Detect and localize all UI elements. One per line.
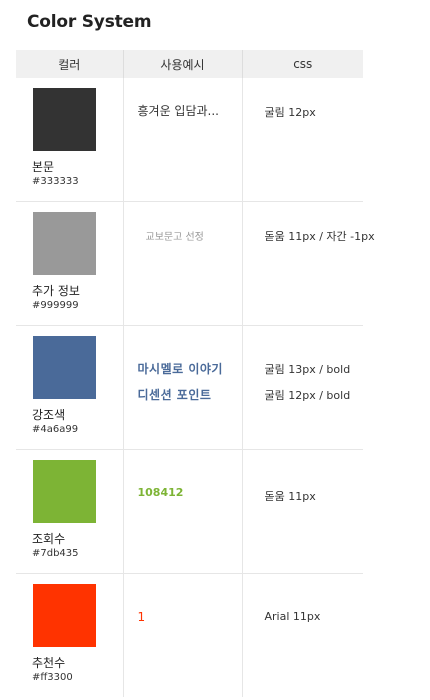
table-header-row: 컬러 사용예시 css <box>16 50 363 78</box>
usage-cell: 교보문고 선정 <box>123 201 243 326</box>
color-name: 추가 정보 <box>32 284 80 298</box>
color-name: 조회수 <box>32 532 66 546</box>
usage-cell: 마시멜로 이야기 디센션 포인트 <box>123 325 243 450</box>
page-title: Color System <box>27 12 152 32</box>
usage-example: 흥겨운 입담과... <box>137 104 220 118</box>
css-cell: 돋움 11px <box>242 449 363 574</box>
usage-example: 108412 <box>137 486 184 499</box>
color-swatch <box>33 212 96 275</box>
color-hex: #999999 <box>32 300 79 311</box>
header-css: css <box>242 50 363 78</box>
usage-cell: 흥겨운 입담과... <box>123 78 243 202</box>
usage-example: 마시멜로 이야기 <box>137 362 223 376</box>
css-cell: 굴림 13px / bold 굴림 12px / bold <box>242 325 363 450</box>
header-color: 컬러 <box>16 50 124 78</box>
color-hex: #ff3300 <box>32 672 73 683</box>
color-hex: #4a6a99 <box>32 424 79 435</box>
color-hex: #7db435 <box>32 548 79 559</box>
table-row: 조회수 #7db435 108412 돋움 11px <box>16 449 363 574</box>
usage-cell: 108412 <box>123 449 243 574</box>
color-hex: #333333 <box>32 176 79 187</box>
usage-cell: 1 <box>123 573 243 697</box>
color-swatch <box>33 336 96 399</box>
color-swatch <box>33 584 96 647</box>
table-row: 본문 #333333 흥겨운 입담과... 굴림 12px <box>16 78 363 202</box>
css-spec: 돋움 11px <box>264 490 316 503</box>
css-spec: Arial 11px <box>264 610 321 623</box>
color-name: 본문 <box>32 160 55 174</box>
css-spec: 굴림 12px / bold <box>264 389 351 402</box>
color-cell: 조회수 #7db435 <box>16 449 124 574</box>
table-row: 추가 정보 #999999 교보문고 선정 돋움 11px / 자간 -1px <box>16 201 375 326</box>
color-name: 강조색 <box>32 408 66 422</box>
usage-example: 1 <box>137 610 146 624</box>
css-cell: 굴림 12px <box>242 78 363 202</box>
color-swatch <box>33 88 96 151</box>
usage-example: 디센션 포인트 <box>137 388 212 402</box>
css-cell: 돋움 11px / 자간 -1px <box>242 201 375 326</box>
color-cell: 강조색 #4a6a99 <box>16 325 124 450</box>
color-name: 추천수 <box>32 656 66 670</box>
css-cell: Arial 11px <box>242 574 363 698</box>
table-row: 강조색 #4a6a99 마시멜로 이야기 디센션 포인트 굴림 13px / b… <box>16 325 363 450</box>
table-row: 추천수 #ff3300 1 Arial 11px <box>16 573 363 698</box>
color-cell: 추천수 #ff3300 <box>16 573 124 697</box>
color-system-table: 컬러 사용예시 css 본문 #333333 흥겨운 입담과... 굴림 12p… <box>16 50 375 698</box>
css-spec: 굴림 12px <box>264 106 316 119</box>
header-usage: 사용예시 <box>123 50 243 78</box>
color-cell: 추가 정보 #999999 <box>16 201 124 326</box>
color-cell: 본문 #333333 <box>16 78 124 202</box>
color-swatch <box>33 460 96 523</box>
css-spec: 돋움 11px / 자간 -1px <box>264 230 375 243</box>
css-spec: 굴림 13px / bold <box>264 363 351 376</box>
usage-example: 교보문고 선정 <box>145 232 204 243</box>
